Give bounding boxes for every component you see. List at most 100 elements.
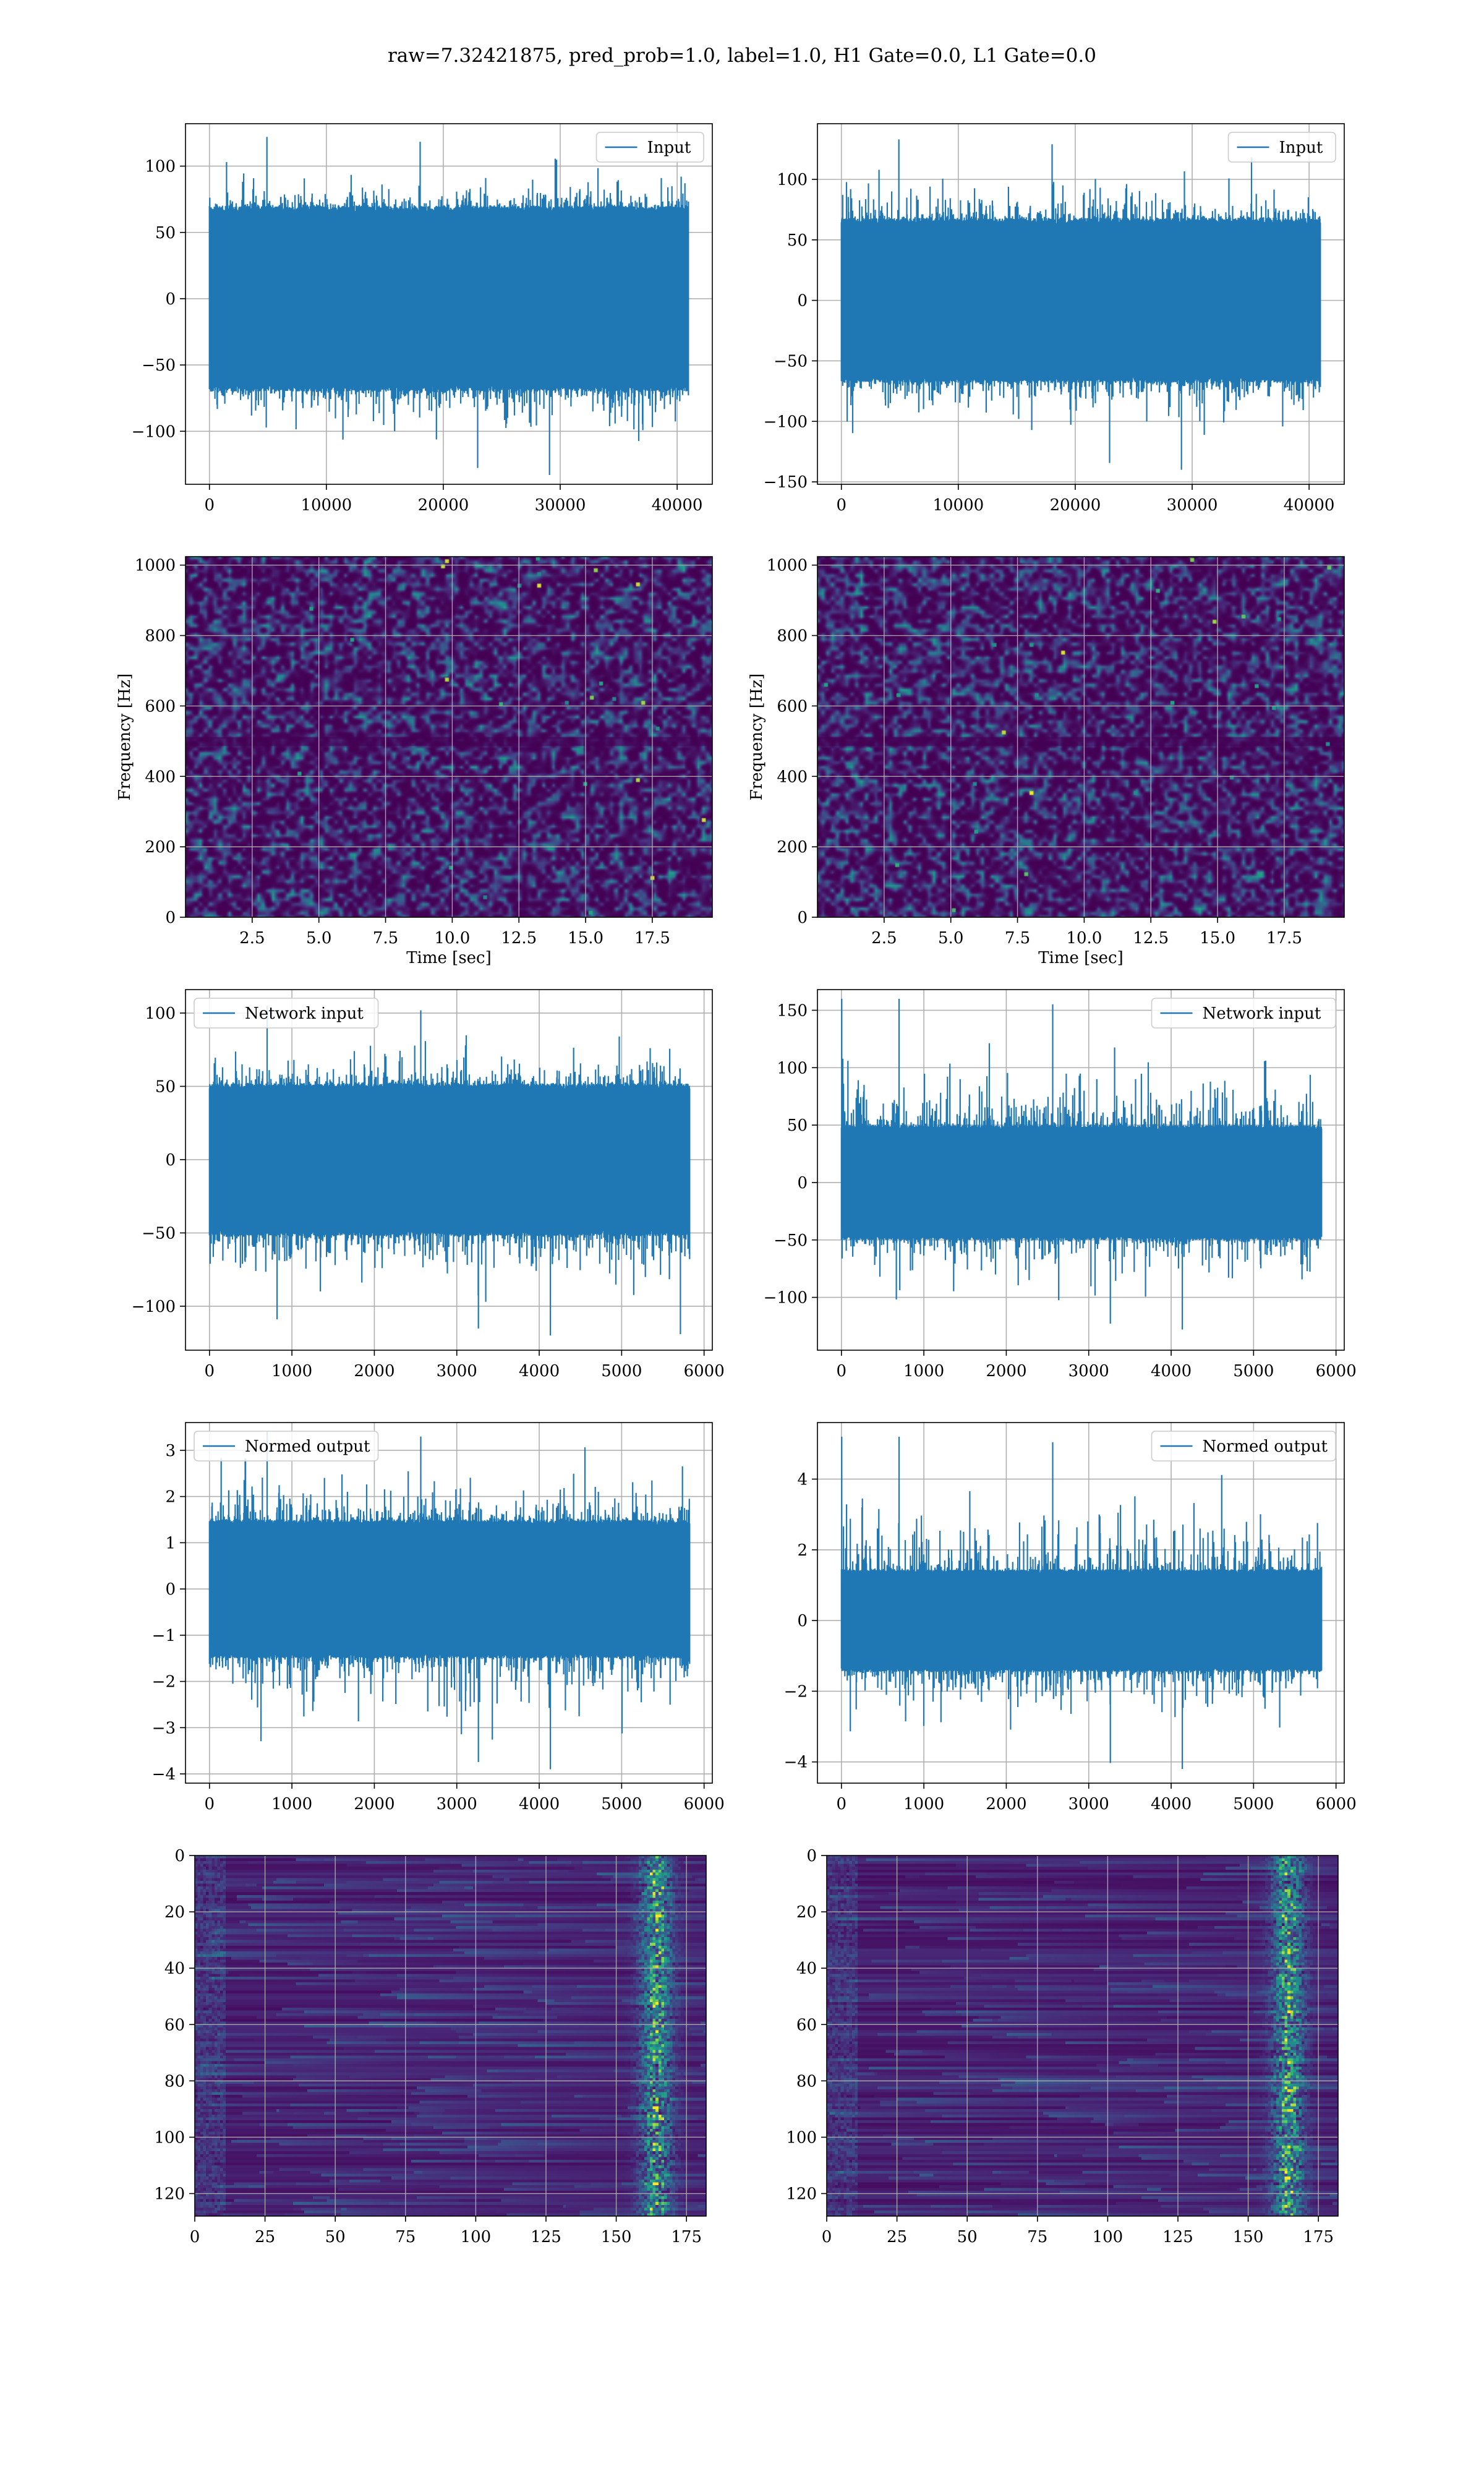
y-tick-label: 60 [164,2016,185,2034]
axes-frame [185,1422,713,1784]
x-tick-label: 6000 [684,1362,725,1380]
x-tick-label: 10.0 [1066,929,1102,948]
y-tick-label: 1000 [135,557,176,575]
chart-input-l1: 0 10000 20000 30000 40000 −150 −100 −50 0 50 100 In… [764,123,1345,515]
x-tick-label: 5000 [601,1362,642,1380]
x-tick-label: 150 [1233,2228,1264,2246]
y-tick-label: −100 [132,422,176,441]
y-tick-label: 1 [165,1534,176,1552]
y-tick-label: 150 [777,1001,808,1020]
chart-spec-l1: 2.5 5.0 7.5 10.0 12.5 15.0 17.5 0 200 400 600 800 10… [748,556,1345,967]
y-tick-label: 0 [165,1580,176,1599]
x-tick-label: 100 [461,2228,492,2246]
legend-box [1151,998,1336,1029]
x-tick-label: 20000 [418,496,469,515]
y-tick-label: −2 [152,1673,176,1692]
legend-label: Input [647,139,691,157]
x-tick-label: 175 [1303,2228,1334,2246]
heatmap-image [186,557,712,917]
legend-box [194,1431,379,1462]
chart-norm-l1: 0 1000 2000 3000 4000 5000 6000 −4 −2 0 2 4 Normed o… [784,1422,1357,1813]
y-tick-label: −4 [784,1753,808,1772]
x-tick-label: 12.5 [501,929,537,948]
y-tick-label: 800 [145,627,176,646]
y-tick-label: 2 [797,1541,808,1560]
chart-input-h1: 0 10000 20000 30000 40000 −100 −50 0 50 100 Input [132,123,713,515]
axes-frame [817,1422,1345,1784]
x-tick-label: 25 [255,2228,275,2246]
y-tick-label: −100 [764,1289,808,1308]
y-tick-label: −2 [784,1682,808,1701]
y-tick-label: 50 [787,1116,808,1135]
chart-net-l1: 0 1000 2000 3000 4000 5000 6000 −100 −50 0 50 100 15… [764,989,1357,1380]
y-tick-label: 100 [777,1059,808,1077]
x-tick-label: 50 [325,2228,346,2246]
y-tick-label: 0 [797,909,808,927]
series-core [841,236,1321,365]
x-tick-label: 5000 [1233,1362,1274,1380]
chart-norm-h1: 0 1000 2000 3000 4000 5000 6000 −4 −3 −2 −1 0 1 2 3 Nor… [152,1422,725,1813]
y-tick-label: 0 [165,909,176,927]
y-axis-label: Frequency [Hz] [116,674,134,801]
y-tick-label: 200 [145,838,176,857]
legend: Network input [1151,998,1336,1029]
x-tick-label: 2000 [354,1795,394,1813]
x-tick-label: 3000 [1068,1362,1109,1380]
chart-spec-h1: 2.5 5.0 7.5 10.0 12.5 15.0 17.5 0 200 400 600 800 10… [116,556,713,967]
x-tick-label: 25 [887,2228,907,2246]
y-tick-label: −150 [764,473,808,492]
x-tick-label: 0 [205,1795,215,1813]
x-tick-label: 10.0 [434,929,470,948]
legend-box [1151,1431,1336,1462]
y-tick-label: −3 [152,1719,176,1737]
y-tick-label: 0 [806,1847,817,1865]
x-tick-label: 4000 [1151,1795,1192,1813]
y-axis-label: Frequency [Hz] [748,674,766,801]
x-tick-label: 7.5 [1005,929,1030,948]
y-tick-label: 50 [155,224,176,242]
x-tick-label: 175 [671,2228,702,2246]
y-tick-label: 100 [145,158,176,176]
x-tick-label: 100 [1093,2228,1124,2246]
y-tick-label: 60 [796,2016,817,2034]
heatmap-image [195,1856,706,2216]
y-tick-label: 600 [777,697,808,716]
y-tick-label: 2 [165,1488,176,1507]
x-tick-label: 1000 [903,1362,944,1380]
chart-net-h1: 0 1000 2000 3000 4000 5000 6000 −100 −50 0 50 100 Ne… [132,989,725,1380]
series-core [209,1534,690,1643]
legend-label: Normed output [1203,1437,1328,1456]
x-tick-label: 3000 [1068,1795,1109,1813]
y-tick-label: 80 [796,2072,817,2091]
legend-box [194,998,379,1029]
axes-frame [826,1855,1339,2217]
x-axis-label: Time [sec] [406,949,492,967]
y-tick-label: −100 [132,1298,176,1316]
legend-label: Normed output [245,1437,370,1456]
legend-label: Input [1279,139,1323,157]
x-tick-label: 0 [190,2228,200,2246]
heatmap-image [827,1856,1338,2216]
legend-box [595,132,704,163]
x-tick-label: 5000 [601,1795,642,1813]
axes-frame [185,123,713,485]
x-tick-label: 75 [1027,2228,1047,2246]
y-tick-label: 400 [145,768,176,786]
axes-frame [194,1855,707,2217]
x-tick-label: 150 [601,2228,632,2246]
y-tick-label: 3 [165,1442,176,1460]
x-tick-label: 2.5 [871,929,897,948]
x-tick-label: 50 [957,2228,978,2246]
y-tick-label: 0 [174,1847,185,1865]
x-tick-label: 2000 [986,1795,1026,1813]
y-tick-label: 4 [797,1470,808,1489]
y-tick-label: 20 [164,1903,185,1922]
legend: Input [1227,132,1336,163]
y-tick-label: 100 [777,171,808,189]
legend: Network input [194,998,379,1029]
y-tick-label: 200 [777,838,808,857]
x-tick-label: 2000 [986,1362,1026,1380]
series-core [209,1100,690,1220]
